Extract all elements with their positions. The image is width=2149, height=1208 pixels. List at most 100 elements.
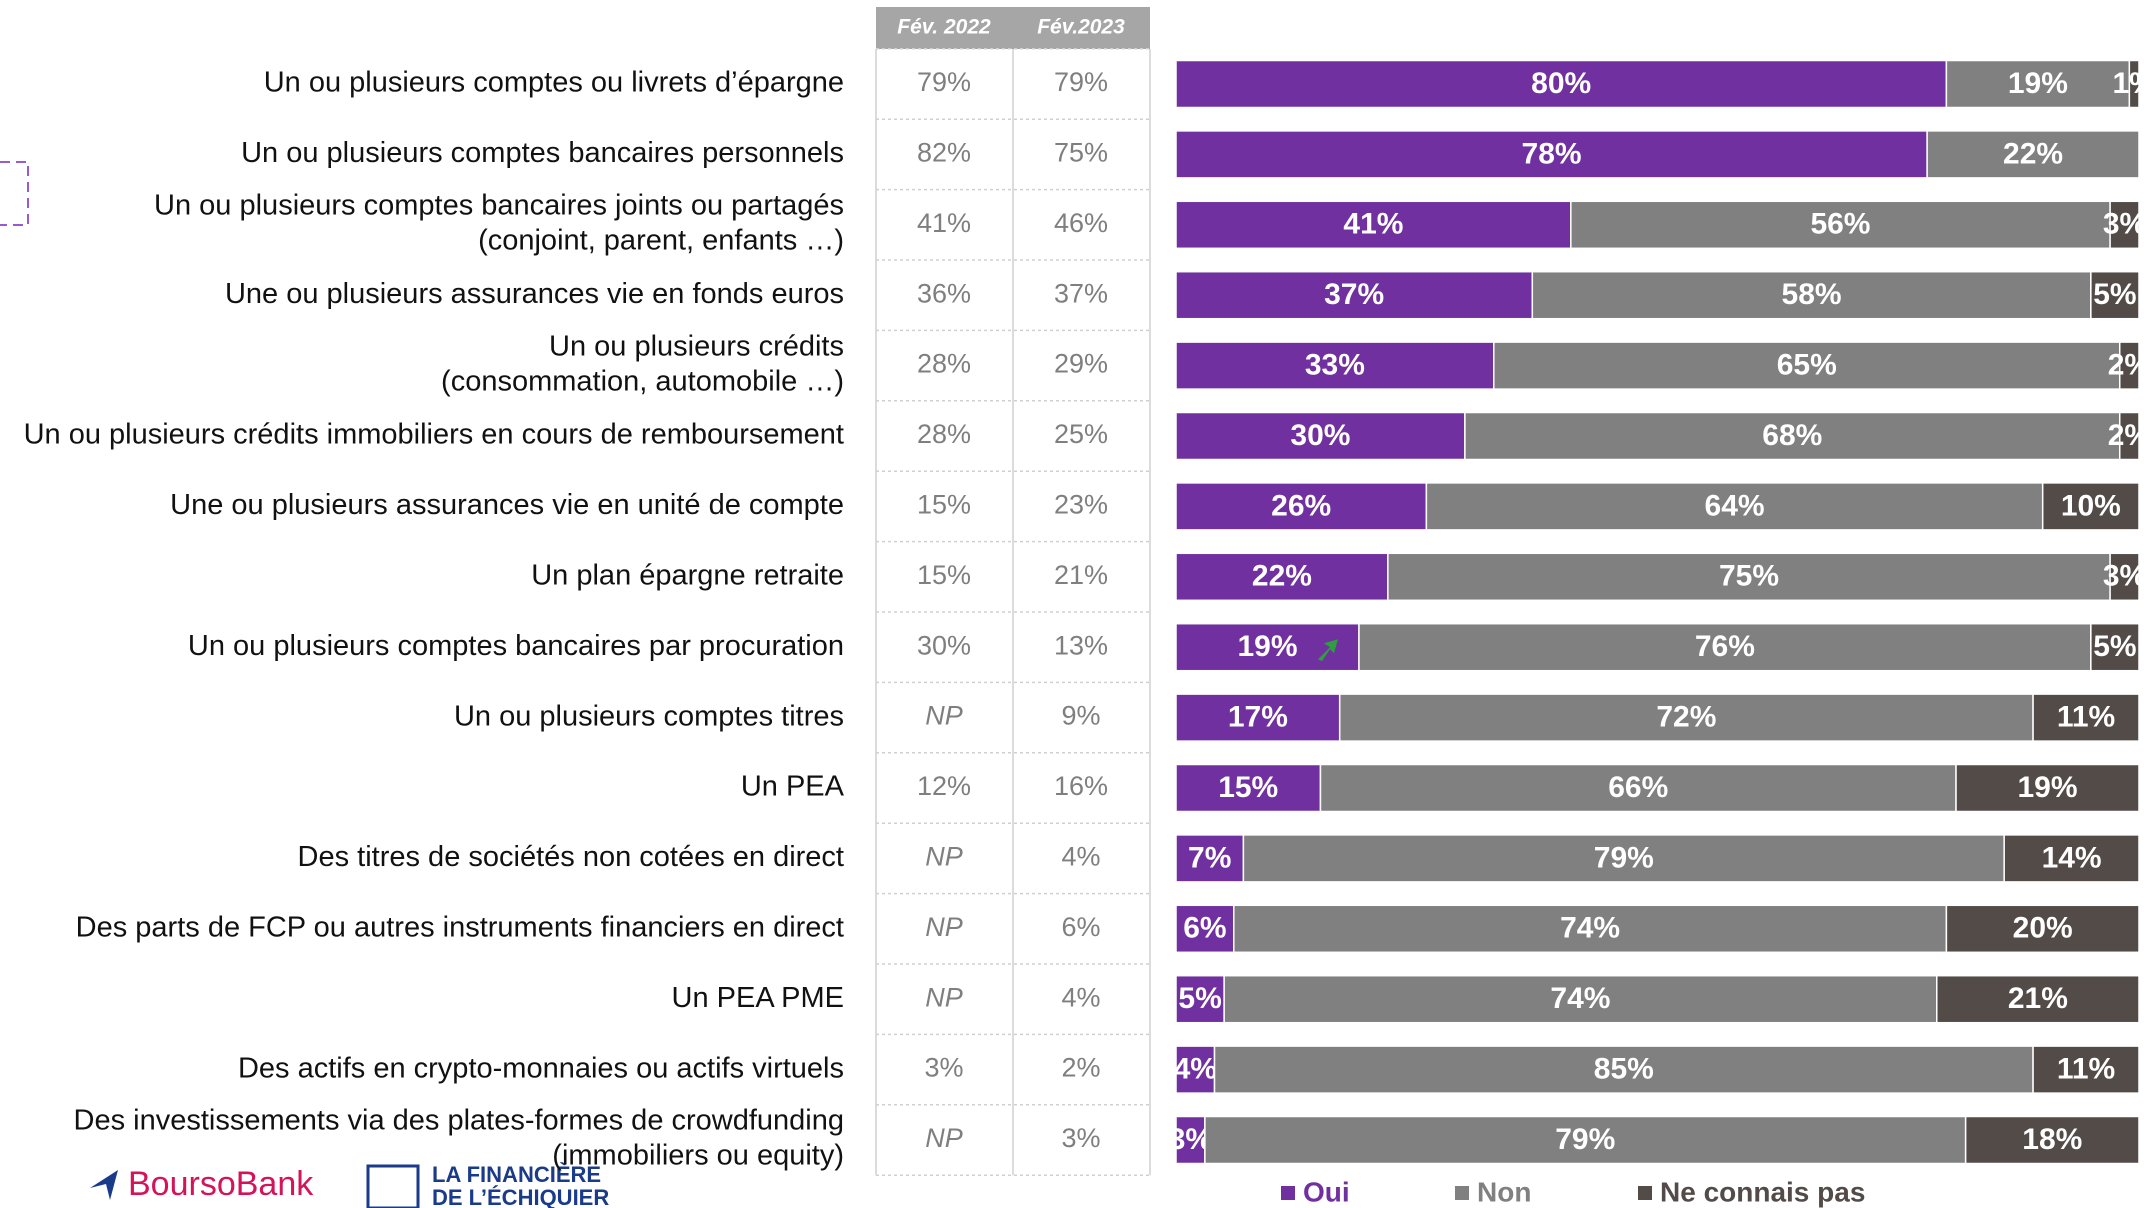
- legend-swatch: [1281, 1186, 1295, 1200]
- bar-segment: [1175, 693, 1341, 742]
- bar-segment: [1175, 130, 1928, 179]
- bar-segment: [2090, 270, 2140, 320]
- bar-segment: [1464, 411, 2121, 461]
- table-cell: 3%: [924, 1053, 963, 1083]
- bar-segment: [1319, 763, 1957, 813]
- table-cell: 23%: [1054, 490, 1108, 520]
- table-cell: 3%: [1061, 1123, 1100, 1153]
- bar-segment: [1338, 693, 2034, 742]
- value-label: 2%: [2108, 419, 2149, 452]
- value-label: 66%: [1608, 771, 1668, 804]
- value-label: 19%: [2008, 67, 2068, 100]
- value-label: 19%: [1237, 630, 1297, 663]
- bar-segment: [1955, 763, 2140, 813]
- value-label: 74%: [1550, 982, 1610, 1015]
- table-cell: 29%: [1054, 349, 1108, 379]
- table-cell: 15%: [917, 490, 971, 520]
- category-label: Des parts de FCP ou autres instruments f…: [76, 911, 844, 943]
- value-label: 3%: [2103, 208, 2146, 241]
- category-label: Un ou plusieurs comptes bancaires person…: [241, 137, 844, 169]
- table-cell: 46%: [1054, 208, 1108, 238]
- bar-segment: [1175, 341, 1495, 390]
- value-label: 19%: [2017, 771, 2077, 804]
- value-label: 11%: [2057, 1053, 2115, 1086]
- bar-segment: [2109, 200, 2140, 250]
- bar-segment: [2109, 552, 2140, 602]
- table-cell: NP: [925, 912, 963, 942]
- value-label: 17%: [1228, 701, 1288, 734]
- value-label: 5%: [2093, 630, 2136, 663]
- frame-decoration: [0, 161, 29, 226]
- bar-segment: [1213, 1045, 2034, 1094]
- value-label: 65%: [1777, 349, 1837, 382]
- table-cell: 12%: [917, 771, 971, 801]
- bar-segment: [1223, 974, 1938, 1024]
- value-label: 76%: [1695, 630, 1755, 663]
- value-label: 11%: [2057, 701, 2115, 734]
- category-label: Un PEA: [741, 771, 845, 803]
- bar-segment: [1425, 482, 2044, 531]
- category-label: Un ou plusieurs crédits: [549, 330, 844, 362]
- bar-segment: [2128, 59, 2140, 109]
- value-label: 22%: [1252, 560, 1312, 593]
- value-label: 5%: [2093, 278, 2136, 311]
- table-cell: 13%: [1054, 630, 1108, 660]
- value-label: 80%: [1531, 67, 1591, 100]
- table-cell: NP: [925, 1123, 963, 1153]
- bar-segment: [1387, 552, 2111, 602]
- bar-segment: [2032, 1045, 2140, 1094]
- table-cell: 30%: [917, 630, 971, 660]
- legend-label: Oui: [1303, 1176, 1350, 1207]
- bar-segment: [1358, 622, 2092, 672]
- value-label: 20%: [2013, 912, 2073, 945]
- value-label: 58%: [1782, 278, 1842, 311]
- table-cell: 25%: [1054, 419, 1108, 449]
- bar-segment: [2041, 482, 2140, 531]
- logo-boursobank: BoursoBank: [128, 1165, 314, 1203]
- value-label: 2%: [2108, 349, 2149, 382]
- value-label: 4%: [1174, 1053, 1217, 1086]
- value-label: 56%: [1810, 208, 1870, 241]
- value-label: 68%: [1762, 419, 1822, 452]
- bar-segment: [2118, 341, 2140, 390]
- bar-segment: [1945, 904, 2140, 954]
- category-label: Des investissements via des plates-forme…: [74, 1105, 844, 1137]
- value-label: 75%: [1719, 560, 1779, 593]
- table-cell: 28%: [917, 419, 971, 449]
- value-label: 79%: [1555, 1123, 1615, 1156]
- category-label: Un ou plusieurs crédits immobiliers en c…: [24, 419, 844, 451]
- value-label: 78%: [1522, 137, 1582, 170]
- bar-segment: [1204, 1115, 1967, 1165]
- bar-segment: [1493, 341, 2121, 390]
- value-label: 74%: [1560, 912, 1620, 945]
- table-cell: 4%: [1061, 842, 1100, 872]
- logo-financiere: DE L’ÉCHIQUIER: [432, 1185, 609, 1208]
- table-cell: NP: [925, 842, 963, 872]
- category-label: Un ou plusieurs comptes bancaires joints…: [154, 189, 844, 221]
- category-label: Une ou plusieurs assurances vie en unité…: [170, 489, 844, 521]
- bar-segment: [1945, 59, 2131, 109]
- bar-segment: [1926, 130, 2140, 179]
- table-header: Fév.2023: [1037, 16, 1125, 39]
- category-label: Une ou plusieurs assurances vie en fonds…: [225, 278, 844, 310]
- category-label: Un ou plusieurs comptes ou livrets d’épa…: [264, 67, 844, 99]
- table-cell: 16%: [1054, 771, 1108, 801]
- value-label: 64%: [1705, 489, 1765, 522]
- category-sublabel: (conjoint, parent, enfants …): [478, 224, 844, 256]
- value-label: 22%: [2003, 137, 2063, 170]
- table-cell: 28%: [917, 349, 971, 379]
- value-label: 79%: [1594, 841, 1654, 874]
- category-label: Des actifs en crypto-monnaies ou actifs …: [238, 1052, 844, 1084]
- table-header: Fév. 2022: [897, 16, 991, 39]
- value-label: 26%: [1271, 489, 1331, 522]
- table-cell: 37%: [1054, 278, 1108, 308]
- bar-segment: [2032, 693, 2140, 742]
- table-cell: NP: [925, 701, 963, 731]
- value-label: 85%: [1594, 1053, 1654, 1086]
- bar-segment: [1175, 411, 1466, 461]
- logo-box: [366, 1164, 420, 1208]
- value-label: 5%: [1178, 982, 1221, 1015]
- value-label: 41%: [1343, 208, 1403, 241]
- legend-swatch: [1638, 1186, 1652, 1200]
